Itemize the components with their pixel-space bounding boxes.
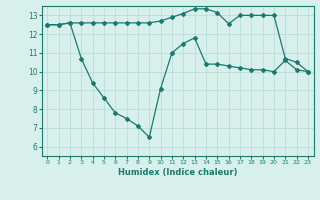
X-axis label: Humidex (Indice chaleur): Humidex (Indice chaleur): [118, 168, 237, 177]
